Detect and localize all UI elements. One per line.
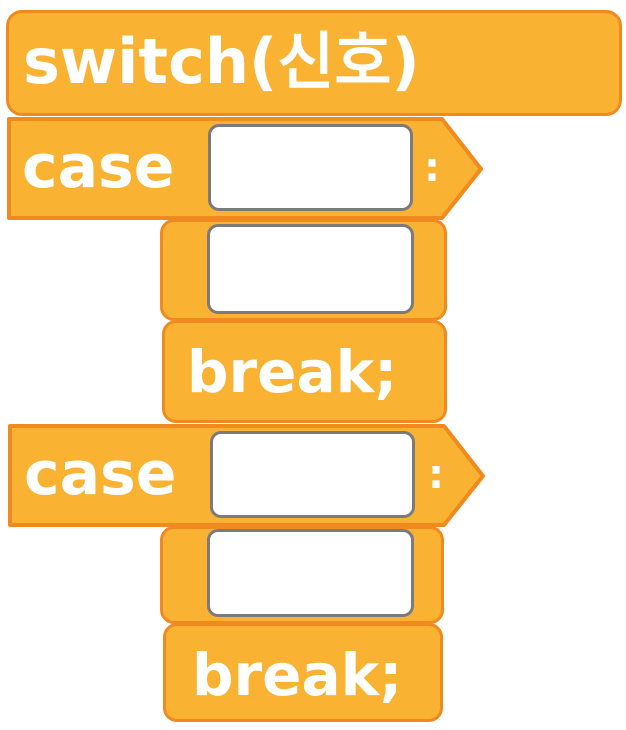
- case-colon-1: :: [424, 145, 440, 191]
- break-block-1[interactable]: break;: [162, 320, 447, 423]
- case-value-slot-2[interactable]: [210, 431, 415, 518]
- switch-block[interactable]: switch(신호): [6, 10, 622, 116]
- case-keyword-2: case: [24, 439, 177, 509]
- case-body-slot-1[interactable]: [207, 224, 414, 314]
- case-value-slot-1[interactable]: [208, 124, 413, 211]
- break-block-2[interactable]: break;: [163, 623, 443, 722]
- break-label-2: break;: [192, 641, 403, 709]
- break-label-1: break;: [187, 338, 398, 406]
- switch-label: switch(신호): [23, 25, 420, 98]
- case-keyword-1: case: [22, 132, 175, 202]
- case-body-slot-2[interactable]: [207, 529, 414, 617]
- case-colon-2: :: [428, 452, 444, 498]
